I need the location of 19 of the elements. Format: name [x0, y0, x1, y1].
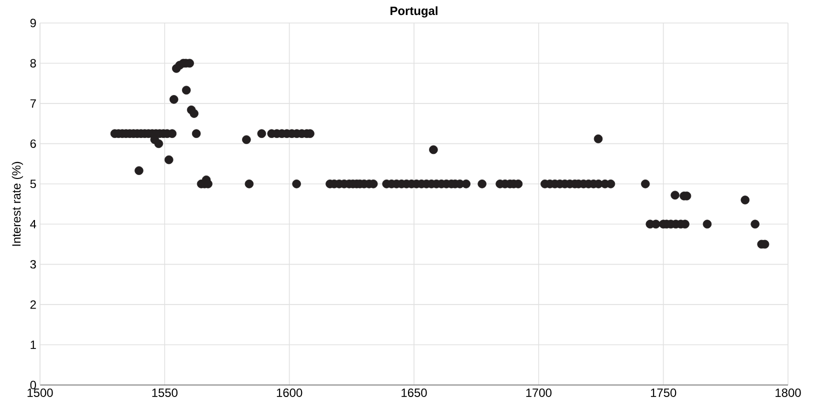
- y-tick-label: 3: [30, 260, 36, 269]
- x-tick-label: 1800: [776, 388, 801, 397]
- x-tick-label: 1750: [650, 388, 676, 397]
- x-tick-label: 1500: [28, 388, 53, 397]
- y-tick-label: 7: [30, 99, 36, 108]
- y-axis-title: Interest rate (%): [12, 162, 23, 246]
- x-tick-label: 1650: [402, 388, 427, 397]
- chart-title: Portugal: [390, 6, 438, 18]
- x-tick-label: 1550: [152, 388, 178, 397]
- y-tick-label: 0: [30, 380, 36, 390]
- y-tick-label: 4: [30, 220, 36, 228]
- y-tick-label: 2: [30, 300, 36, 309]
- y-tick-label: 5: [30, 180, 36, 188]
- x-tick-label: 1600: [276, 388, 302, 397]
- y-tick-label: 9: [30, 18, 36, 28]
- y-tick-label: 8: [30, 59, 36, 68]
- y-tick-label: 1: [30, 340, 36, 349]
- x-tick-label: 1700: [526, 388, 552, 397]
- y-tick-label: 6: [30, 139, 36, 148]
